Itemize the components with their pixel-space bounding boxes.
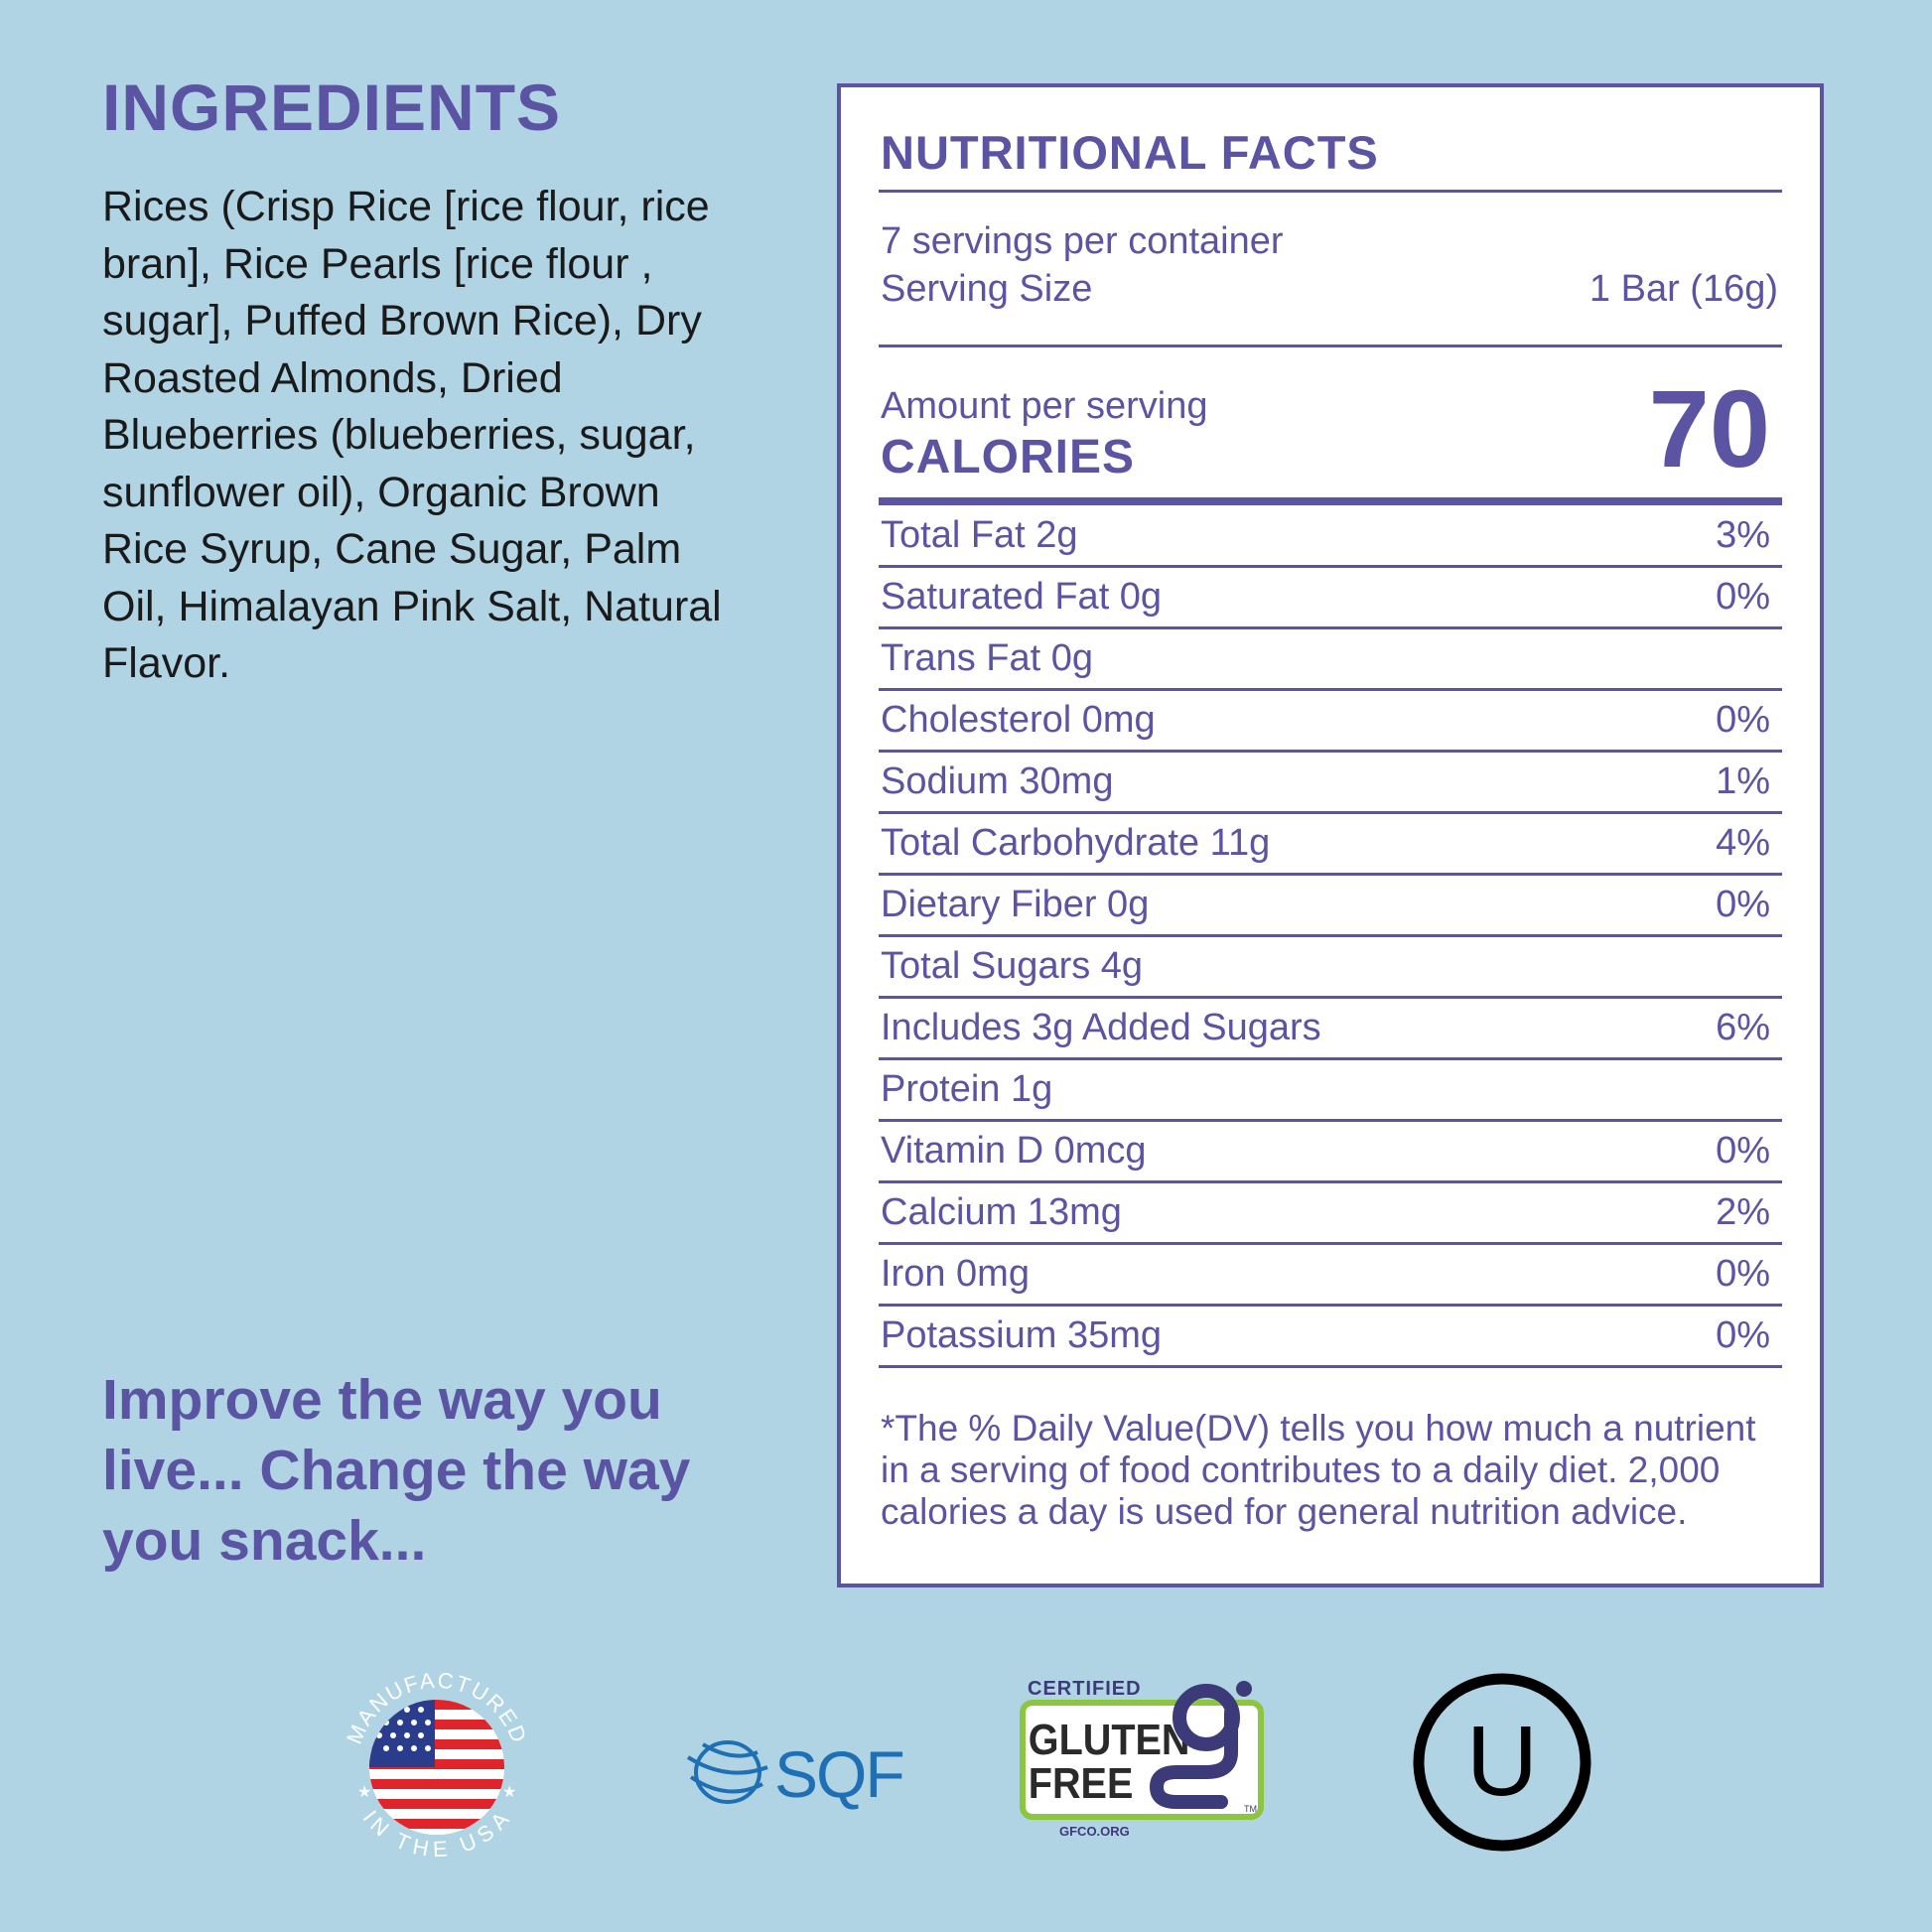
nutrient-label: Trans Fat 0g	[881, 637, 1094, 679]
gf-free-text: FREE	[1029, 1758, 1134, 1807]
tagline: Improve the way you live... Change the w…	[102, 1368, 691, 1573]
gluten-free-g-icon: CERTIFIED GLUTEN FREE GFCO.ORG TM	[1020, 1678, 1264, 1839]
divider	[879, 190, 1782, 193]
sqf-text: SQF	[774, 1737, 903, 1811]
nutrient-label: Iron 0mg	[881, 1253, 1030, 1295]
nutrient-dv: 0%	[1716, 699, 1770, 741]
nutrient-label: Dietary Fiber 0g	[881, 884, 1150, 925]
kosher-ou-icon: U	[1413, 1673, 1591, 1852]
nutrient-dv: 0%	[1716, 1314, 1770, 1356]
gf-gluten-text: GLUTEN	[1029, 1715, 1190, 1763]
servings-per-container: 7 servings per container	[881, 220, 1284, 262]
nutrient-dv: 3%	[1716, 514, 1770, 556]
nutrition-title: NUTRITIONAL FACTS	[881, 126, 1379, 179]
gf-tm-text: TM	[1244, 1804, 1257, 1814]
svg-text:★: ★	[357, 1784, 371, 1801]
kosher-u-text: U	[1466, 1706, 1538, 1817]
nutrient-row: Cholesterol 0mg 0%	[879, 691, 1782, 753]
nutrient-label: Potassium 35mg	[881, 1314, 1163, 1356]
divider	[879, 345, 1782, 347]
nutrient-label: Calcium 13mg	[881, 1191, 1122, 1233]
nutrient-dv: 0%	[1716, 884, 1770, 925]
nutrient-row: Iron 0mg 0%	[879, 1245, 1782, 1307]
nutrient-row: Dietary Fiber 0g 0%	[879, 876, 1782, 937]
ingredients-title: INGREDIENTS	[102, 70, 562, 144]
nutrient-row: Total Fat 2g 3%	[879, 506, 1782, 568]
nutrient-row: Total Carbohydrate 11g 4%	[879, 814, 1782, 876]
nutrient-label: Cholesterol 0mg	[881, 699, 1156, 741]
nutrient-dv: 0%	[1716, 1130, 1770, 1172]
nutrition-facts-panel: NUTRITIONAL FACTS 7 servings per contain…	[837, 83, 1824, 1587]
nutrient-row: Includes 3g Added Sugars 6%	[879, 999, 1782, 1060]
sqf-logo: SQF	[683, 1723, 921, 1822]
sqf-globe-icon: SQF	[686, 1737, 905, 1811]
nutrient-label: Saturated Fat 0g	[881, 576, 1163, 618]
nutrient-label: Includes 3g Added Sugars	[881, 1007, 1321, 1048]
nutrient-label: Vitamin D 0mcg	[881, 1130, 1147, 1172]
nutrient-dv: 0%	[1716, 1253, 1770, 1295]
svg-text:★: ★	[502, 1784, 516, 1801]
nutrient-row: Potassium 35mg 0%	[879, 1307, 1782, 1368]
nutrient-dv: 2%	[1716, 1191, 1770, 1233]
made-in-usa-badge: MANUFACTURED IN THE USA ★ ★	[328, 1658, 546, 1876]
thick-divider	[879, 497, 1782, 505]
serving-size-label: Serving Size	[881, 268, 1093, 310]
nutrient-rows: Total Fat 2g 3% Saturated Fat 0g 0% Trans …	[879, 506, 1782, 1368]
calories-value: 70	[1648, 368, 1770, 490]
nutrient-row: Calcium 13mg 2%	[879, 1183, 1782, 1245]
nutrient-label: Total Fat 2g	[881, 514, 1078, 556]
nutrient-label: Total Sugars 4g	[881, 945, 1144, 987]
kosher-ou-badge: U	[1408, 1668, 1596, 1857]
nutrient-row: Saturated Fat 0g 0%	[879, 568, 1782, 629]
nutrient-label: Protein 1g	[881, 1068, 1053, 1110]
nutrient-row: Sodium 30mg 1%	[879, 753, 1782, 814]
gluten-free-badge: CERTIFIED GLUTEN FREE GFCO.ORG TM	[1018, 1673, 1266, 1842]
gf-certified-text: CERTIFIED	[1028, 1678, 1142, 1700]
calories-label: CALORIES	[881, 431, 1136, 483]
nutrient-row: Protein 1g	[879, 1060, 1782, 1122]
nutrient-dv: 6%	[1716, 1007, 1770, 1048]
nutrient-row: Vitamin D 0mcg 0%	[879, 1122, 1782, 1183]
nutrient-dv: 1%	[1716, 760, 1770, 802]
serving-size-value: 1 Bar (16g)	[1588, 268, 1778, 310]
nutrient-label: Sodium 30mg	[881, 760, 1114, 802]
nutrient-dv: 0%	[1716, 576, 1770, 618]
nutrient-row: Trans Fat 0g	[879, 629, 1782, 691]
gf-org-text: GFCO.ORG	[1059, 1824, 1130, 1839]
amount-per-serving: Amount per serving	[881, 385, 1208, 427]
ingredients-text: Rices (Crisp Rice [rice flour, rice bran…	[102, 183, 722, 687]
usa-flag-seal-icon: MANUFACTURED IN THE USA ★ ★	[342, 1668, 530, 1863]
nutrient-label: Total Carbohydrate 11g	[881, 822, 1271, 864]
nutrient-row: Total Sugars 4g	[879, 937, 1782, 999]
nutrient-dv: 4%	[1716, 822, 1770, 864]
daily-value-footnote: *The % Daily Value(DV) tells you how muc…	[881, 1408, 1756, 1532]
